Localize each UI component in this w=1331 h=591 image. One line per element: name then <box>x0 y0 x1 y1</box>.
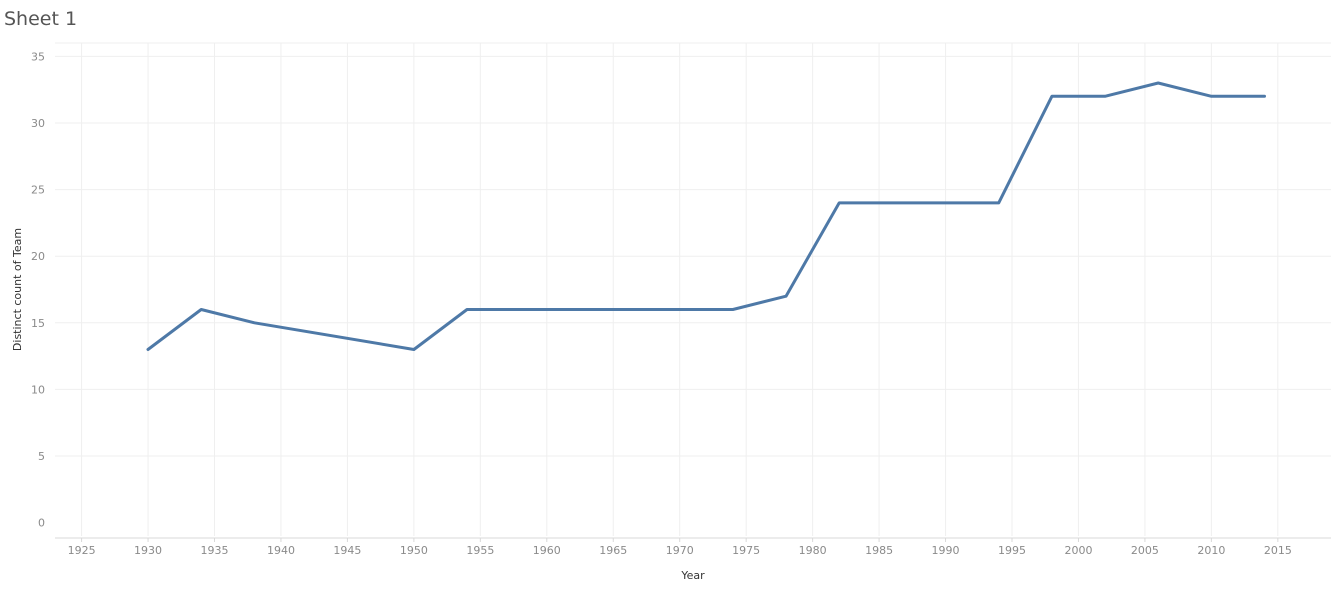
x-tick-label: 2000 <box>1064 544 1092 557</box>
data-point[interactable] <box>250 319 258 327</box>
data-point[interactable] <box>463 305 471 313</box>
y-axis-title: Distinct count of Team <box>11 228 24 351</box>
y-tick-label: 5 <box>38 450 45 463</box>
series-line[interactable] <box>146 81 1266 351</box>
x-tick-label: 1995 <box>998 544 1026 557</box>
y-tick-label: 25 <box>31 184 45 197</box>
y-tick-label: 20 <box>31 250 45 263</box>
x-tick-label: 1945 <box>333 544 361 557</box>
data-point[interactable] <box>729 305 737 313</box>
x-tick-label: 1965 <box>599 544 627 557</box>
data-point[interactable] <box>410 345 418 353</box>
data-point[interactable] <box>888 199 896 207</box>
y-tick-label: 15 <box>31 317 45 330</box>
data-point[interactable] <box>1101 92 1109 100</box>
x-tick-label: 1935 <box>201 544 229 557</box>
x-tick-label: 1930 <box>134 544 162 557</box>
data-point[interactable] <box>623 305 631 313</box>
x-axis-title: Year <box>680 569 705 582</box>
data-point[interactable] <box>569 305 577 313</box>
x-tick-label: 1925 <box>68 544 96 557</box>
data-point[interactable] <box>835 199 843 207</box>
data-point[interactable] <box>1048 92 1056 100</box>
y-tick-label: 35 <box>31 50 45 63</box>
data-point[interactable] <box>1207 92 1215 100</box>
y-tick-label: 30 <box>31 117 45 130</box>
x-tick-label: 1950 <box>400 544 428 557</box>
grid <box>55 42 1331 536</box>
data-point[interactable] <box>1261 92 1269 100</box>
data-point[interactable] <box>516 305 524 313</box>
data-point[interactable] <box>782 292 790 300</box>
x-tick-label: 1990 <box>932 544 960 557</box>
series-layer <box>144 79 1269 353</box>
data-point[interactable] <box>197 305 205 313</box>
x-tick-label: 1955 <box>466 544 494 557</box>
y-tick-label: 0 <box>38 517 45 530</box>
x-tick-label: 1980 <box>799 544 827 557</box>
x-tick-label: 1960 <box>533 544 561 557</box>
data-point[interactable] <box>144 345 152 353</box>
x-tick-label: 1970 <box>666 544 694 557</box>
x-tick-label: 1985 <box>865 544 893 557</box>
data-point[interactable] <box>995 199 1003 207</box>
x-tick-label: 2005 <box>1131 544 1159 557</box>
x-tick-label: 1940 <box>267 544 295 557</box>
sheet-title: Sheet 1 <box>4 8 78 30</box>
x-tick-label: 1975 <box>732 544 760 557</box>
data-point[interactable] <box>942 199 950 207</box>
data-point[interactable] <box>1154 79 1162 87</box>
x-tick-label: 2010 <box>1197 544 1225 557</box>
y-tick-label: 10 <box>31 383 45 396</box>
axes: 0 5 10 15 20 25 30 35 1925 1930 1935 1940 1945 1950 19… <box>31 50 1331 557</box>
data-point[interactable] <box>676 305 684 313</box>
x-tick-label: 2015 <box>1264 544 1292 557</box>
